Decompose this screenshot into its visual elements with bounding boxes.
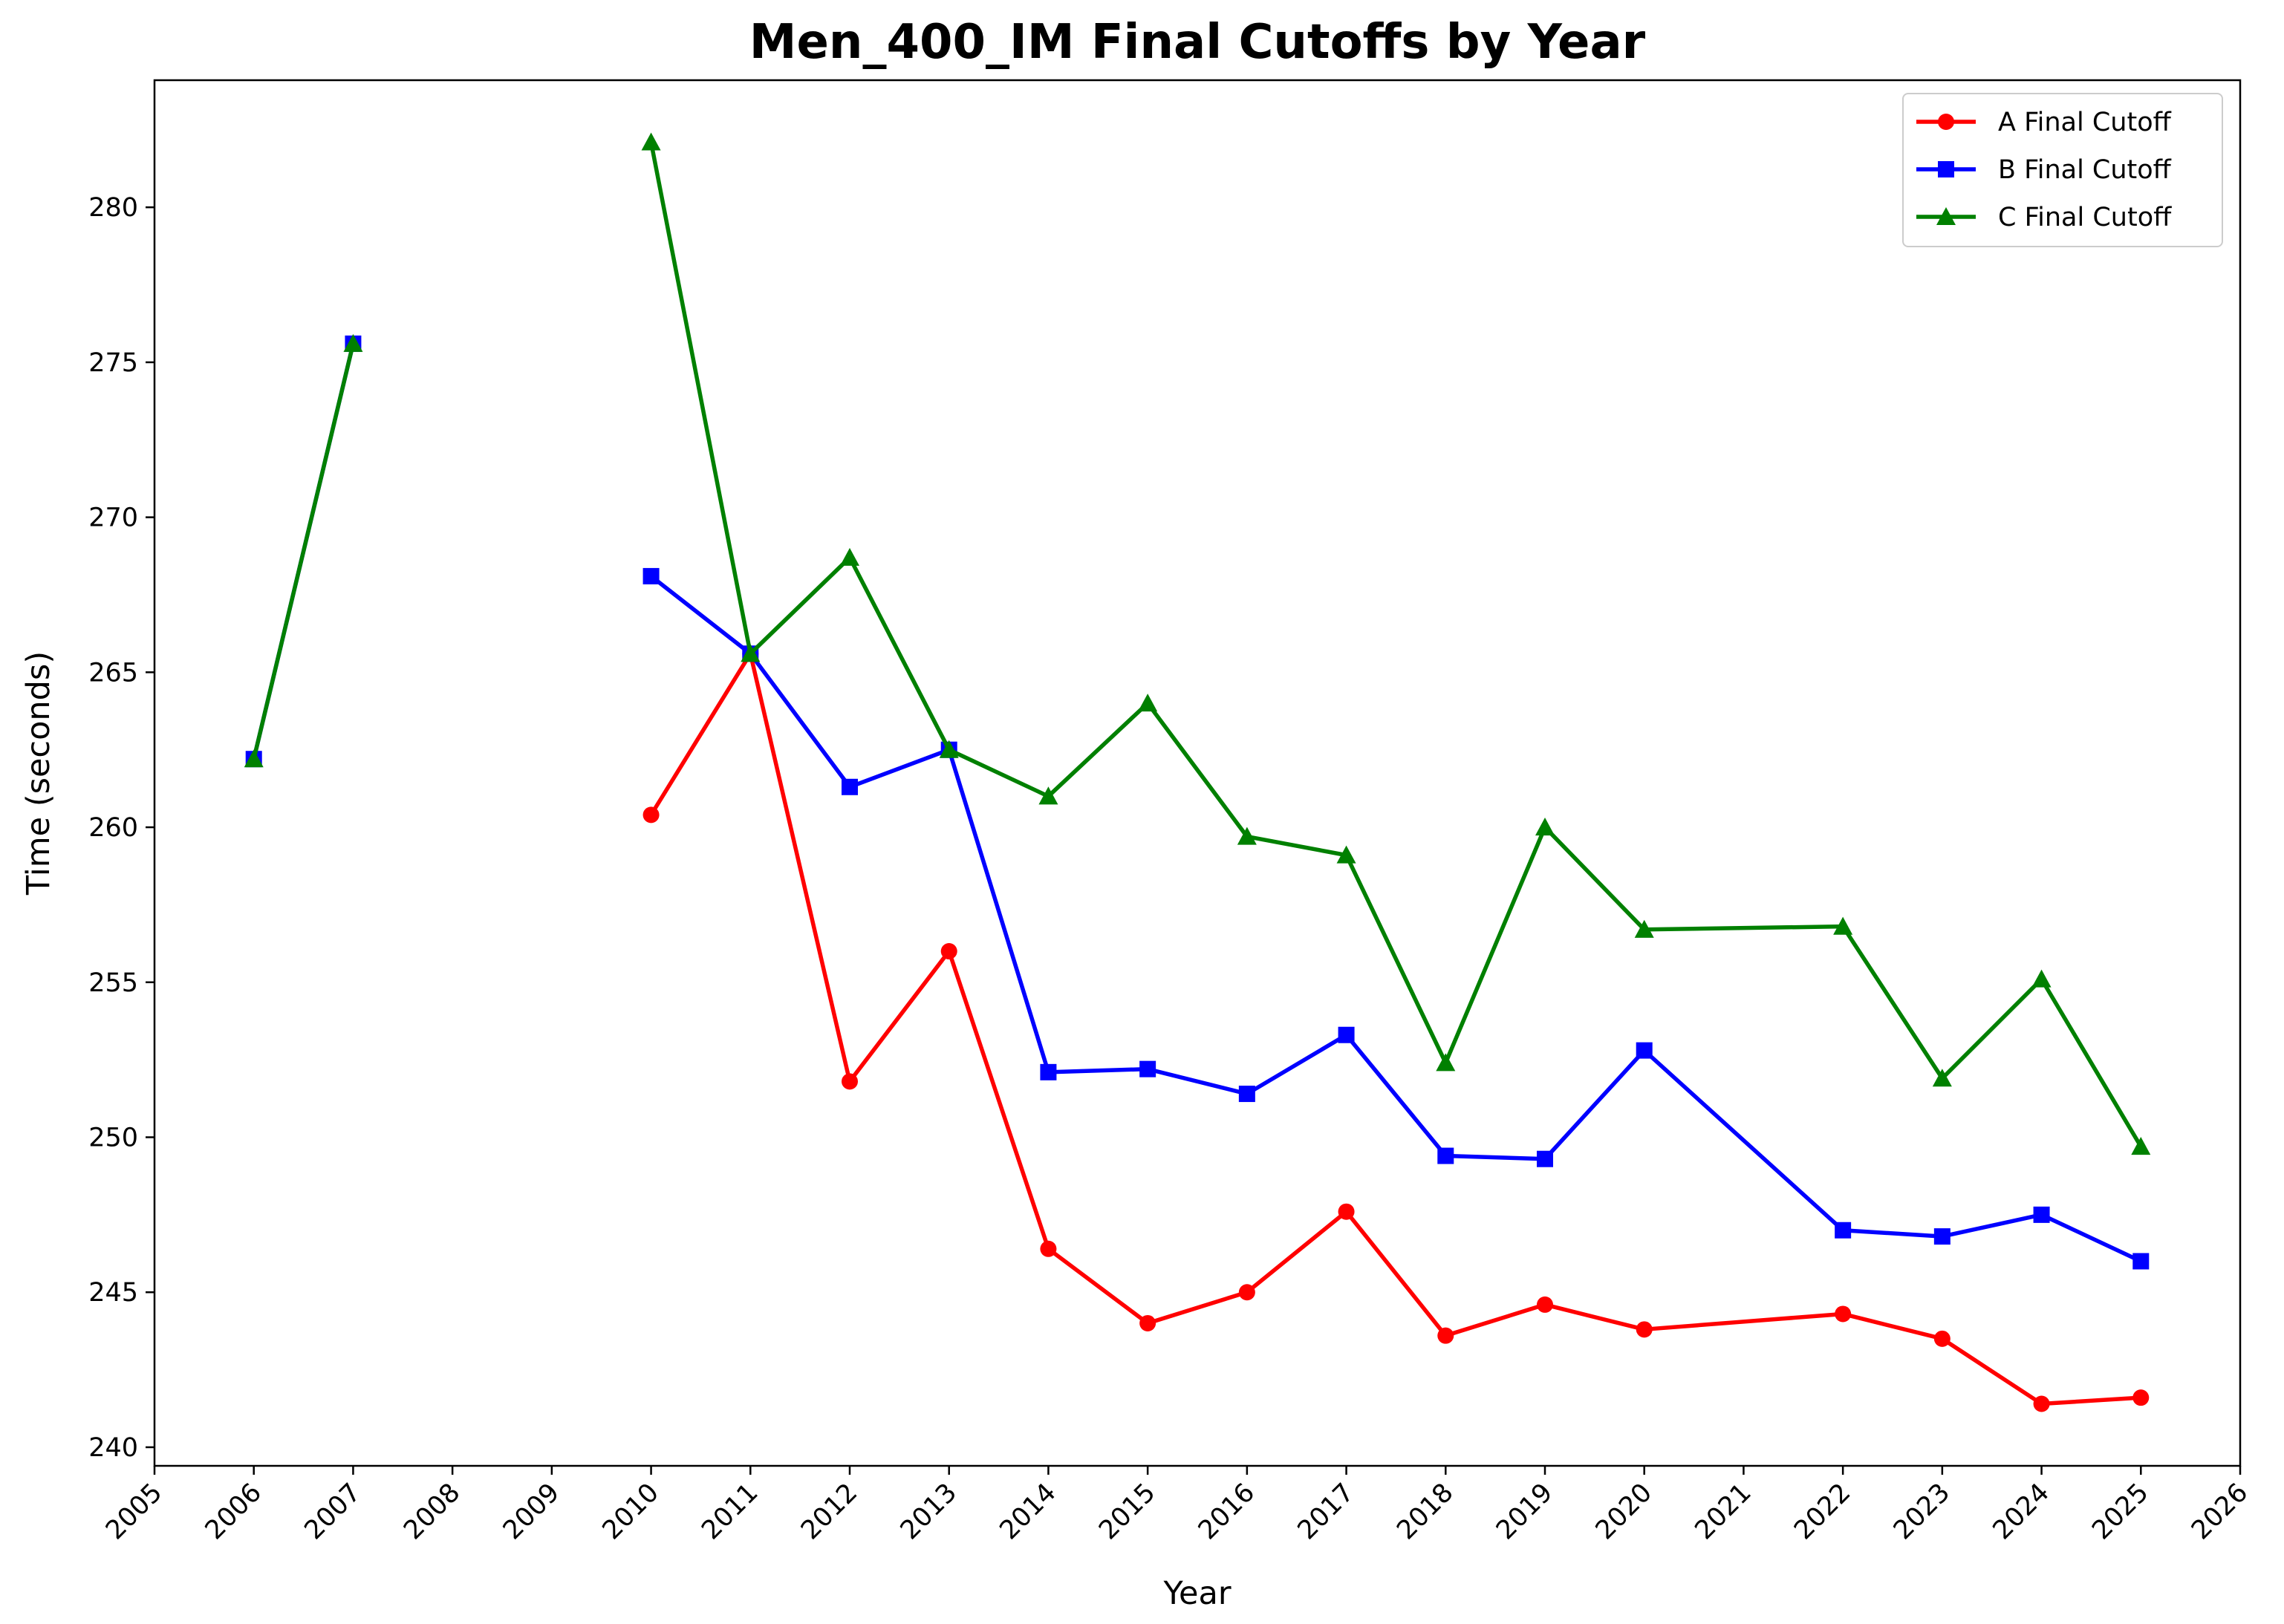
data-point	[2132, 1389, 2150, 1406]
legend-marker	[1936, 207, 1956, 226]
series-1	[642, 645, 2150, 1412]
data-point	[1933, 1228, 1950, 1245]
data-point	[1833, 916, 1853, 935]
data-point	[1932, 1069, 1952, 1087]
data-point	[1436, 1053, 1456, 1072]
y-tick-label: 270	[88, 503, 138, 533]
data-point	[1040, 1063, 1057, 1080]
data-point	[2031, 969, 2052, 988]
data-point	[1437, 1147, 1454, 1164]
data-point	[1040, 1240, 1057, 1257]
data-point	[1634, 919, 1654, 938]
data-point	[2033, 1395, 2050, 1412]
legend-item: A Final Cutoff	[1916, 108, 2172, 137]
data-point	[1338, 1026, 1355, 1043]
data-point	[1535, 818, 1555, 836]
data-point	[1437, 1327, 1454, 1344]
data-point	[1636, 1321, 1653, 1338]
plot-area-frame	[153, 79, 2242, 1467]
legend-marker	[1938, 114, 1954, 130]
data-point	[741, 644, 761, 662]
series-line	[251, 342, 356, 761]
y-axis-label: Time (seconds)	[20, 651, 57, 896]
y-tick-label: 240	[88, 1433, 138, 1463]
data-point	[1835, 1222, 1852, 1239]
chart-title: Men_400_IM Final Cutoffs by Year	[749, 15, 1646, 70]
data-point	[1835, 1305, 1852, 1323]
data-point	[642, 567, 660, 584]
data-point	[1139, 1314, 1156, 1331]
series-layer	[244, 132, 2151, 1412]
legend-box	[1902, 93, 2223, 247]
legend-label: B Final Cutoff	[1998, 155, 2172, 185]
legend-item: B Final Cutoff	[1916, 155, 2172, 185]
data-point	[840, 547, 859, 566]
legend-label: C Final Cutoff	[1998, 203, 2172, 232]
data-point	[642, 806, 660, 824]
data-point	[1537, 1296, 1553, 1313]
data-point	[1537, 1150, 1553, 1167]
y-axis: 240 245 250 255 260 265 270 275 280	[88, 193, 154, 1463]
y-tick-label: 275	[88, 348, 138, 378]
data-point	[1338, 1203, 1355, 1220]
data-point	[1238, 1284, 1255, 1301]
y-tick-label: 265	[88, 658, 138, 688]
y-tick-label: 245	[88, 1278, 138, 1308]
data-point	[2132, 1253, 2150, 1270]
x-axis-label: Year	[1162, 1575, 1231, 1612]
legend: A Final Cutoff B Final Cutoff C Final Cuto…	[1902, 93, 2223, 247]
data-point	[1139, 1060, 1156, 1077]
y-tick-label: 250	[88, 1124, 138, 1153]
data-point	[842, 1073, 858, 1090]
data-point	[1636, 1042, 1653, 1059]
y-tick-label: 255	[88, 968, 138, 998]
data-point	[842, 778, 858, 795]
data-point	[2131, 1137, 2151, 1155]
data-point	[1138, 694, 1158, 712]
data-point	[1238, 1086, 1255, 1103]
data-point	[343, 333, 363, 352]
data-point	[939, 740, 959, 758]
data-point	[1237, 826, 1257, 845]
data-point	[2033, 1206, 2050, 1223]
data-point	[1038, 786, 1058, 805]
data-point	[1336, 845, 1356, 864]
series-3	[244, 132, 2151, 1155]
data-point	[244, 749, 264, 768]
y-tick-label: 260	[88, 813, 138, 843]
legend-label: A Final Cutoff	[1998, 108, 2172, 137]
data-point	[641, 132, 661, 151]
data-point	[1933, 1330, 1950, 1347]
y-tick-label: 280	[88, 193, 138, 223]
legend-item: C Final Cutoff	[1916, 203, 2172, 232]
data-point	[940, 943, 957, 960]
legend-marker	[1938, 161, 1954, 177]
